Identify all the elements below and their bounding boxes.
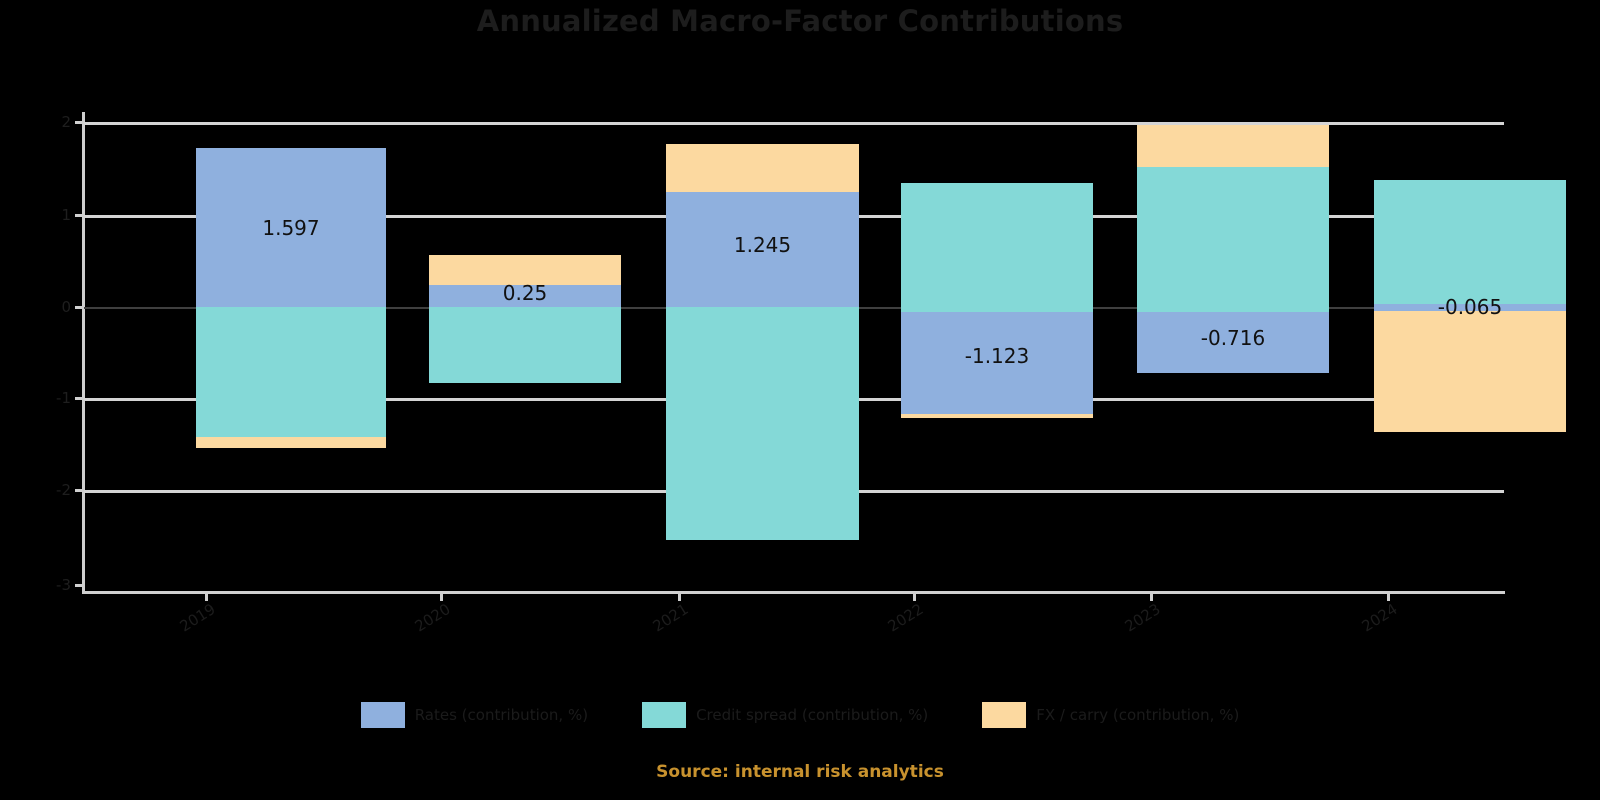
y-axis-spine (82, 112, 85, 594)
legend-swatch-icon (642, 702, 687, 728)
x-tick-mark (1150, 594, 1153, 601)
bar-group[interactable]: 1.245 (666, 112, 859, 592)
legend-swatch-icon (982, 702, 1027, 728)
bar-segment-credit[interactable] (196, 307, 386, 437)
bar-group[interactable]: 0.25 (429, 112, 621, 592)
x-tick-label[interactable]: 2024 (1358, 600, 1401, 636)
x-tick-label[interactable]: 2022 (884, 600, 927, 636)
bar-segment-rates[interactable] (1137, 312, 1329, 373)
x-tick-label[interactable]: 2019 (176, 600, 219, 636)
x-tick-mark (205, 594, 208, 601)
bar-segment-credit[interactable] (901, 183, 1093, 312)
bar-segment-credit[interactable] (429, 307, 621, 383)
legend-item[interactable]: FX / carry (contribution, %) (982, 702, 1239, 728)
legend-label: Credit spread (contribution, %) (696, 706, 929, 724)
x-axis-spine (84, 591, 1505, 594)
x-tick-mark (1387, 594, 1390, 601)
bar-group[interactable]: 1.597 (196, 112, 386, 592)
bar-segment-fx[interactable] (901, 414, 1093, 418)
legend-item[interactable]: Rates (contribution, %) (360, 702, 589, 728)
y-tick-label: 2 (61, 113, 71, 131)
bar-group[interactable]: -1.123 (901, 112, 1093, 592)
bar-group[interactable]: -0.065 (1374, 112, 1566, 592)
legend-label: FX / carry (contribution, %) (1036, 706, 1240, 724)
y-tick-label: 1 (61, 206, 71, 224)
bar-segment-fx[interactable] (1137, 125, 1329, 167)
bar-segment-rates[interactable] (1374, 304, 1566, 311)
bar-segment-credit[interactable] (666, 307, 859, 540)
plot-area: 1.597 0.25 1.245 -1.123 -0.716 -0.065 (84, 112, 1566, 592)
y-tick-mark (75, 121, 82, 124)
legend-item[interactable]: Credit spread (contribution, %) (642, 702, 928, 728)
bar-segment-fx[interactable] (196, 437, 386, 448)
gridline (84, 122, 1504, 125)
y-tick-label: -3 (56, 576, 71, 594)
bar-segment-fx[interactable] (1374, 311, 1566, 432)
bar-segment-credit[interactable] (1374, 180, 1566, 304)
y-tick-mark (75, 397, 82, 400)
x-tick-label[interactable]: 2021 (649, 600, 692, 636)
y-tick-mark (75, 214, 82, 217)
y-tick-mark (75, 306, 82, 309)
y-tick-mark (75, 489, 82, 492)
y-axis-tick-labels: 2 1 0 -1 -2 -3 (0, 0, 72, 800)
y-tick-label: -1 (56, 389, 71, 407)
bar-segment-fx[interactable] (429, 255, 621, 285)
y-tick-label: -2 (56, 481, 71, 499)
legend-label: Rates (contribution, %) (414, 706, 589, 724)
chart-legend: Rates (contribution, %) Credit spread (co… (0, 702, 1600, 728)
legend-swatch-icon (360, 702, 405, 728)
x-tick-label[interactable]: 2023 (1121, 600, 1164, 636)
footer-note: Source: internal risk analytics (656, 762, 944, 782)
x-tick-mark (678, 594, 681, 601)
bar-segment-rates[interactable] (666, 192, 859, 307)
bar-segment-credit[interactable] (1137, 167, 1329, 312)
x-tick-label[interactable]: 2020 (411, 600, 454, 636)
y-tick-label: 0 (61, 298, 71, 316)
bar-segment-fx[interactable] (666, 144, 859, 192)
y-tick-mark (75, 584, 82, 587)
page-title: Annualized Macro-Factor Contributions (476, 4, 1124, 38)
bar-group[interactable]: -0.716 (1137, 112, 1329, 592)
bar-segment-rates[interactable] (901, 312, 1093, 414)
x-tick-mark (913, 594, 916, 601)
x-tick-mark (440, 594, 443, 601)
bar-segment-rates[interactable] (429, 285, 621, 307)
bar-segment-rates[interactable] (196, 148, 386, 307)
